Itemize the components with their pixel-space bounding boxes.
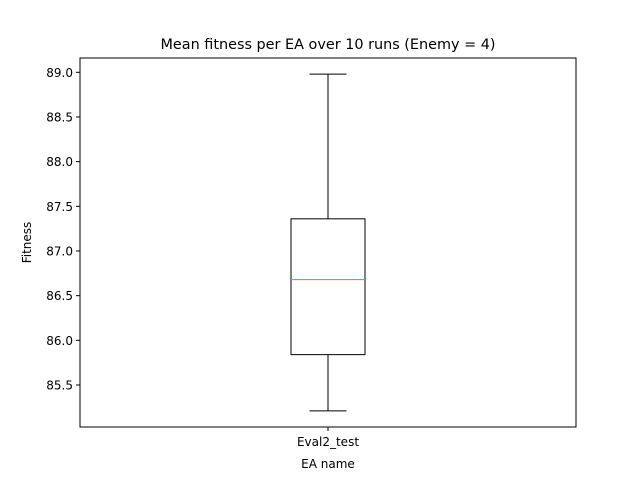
y-tick-label: 88.5 bbox=[46, 110, 73, 124]
box-iqr bbox=[290, 218, 366, 356]
x-axis-label: EA name bbox=[301, 457, 355, 471]
y-tick-label: 86.5 bbox=[46, 289, 73, 303]
chart-title: Mean fitness per EA over 10 runs (Enemy … bbox=[161, 37, 496, 53]
y-tick-label: 88.0 bbox=[46, 155, 73, 169]
x-axis: Eval2_test bbox=[297, 427, 359, 449]
y-tick-label: 87.5 bbox=[46, 200, 73, 214]
plot-area bbox=[290, 73, 366, 412]
y-axis-label: Fitness bbox=[20, 222, 34, 264]
y-tick-label: 86.0 bbox=[46, 334, 73, 348]
y-tick-label: 85.5 bbox=[46, 379, 73, 393]
y-axis: 85.5 86.0 86.5 87.0 87.5 88.0 88.5 89.0 bbox=[46, 66, 80, 393]
y-tick-label: 89.0 bbox=[46, 66, 73, 80]
x-tick-label: Eval2_test bbox=[297, 435, 359, 449]
y-tick-label: 87.0 bbox=[46, 244, 73, 258]
